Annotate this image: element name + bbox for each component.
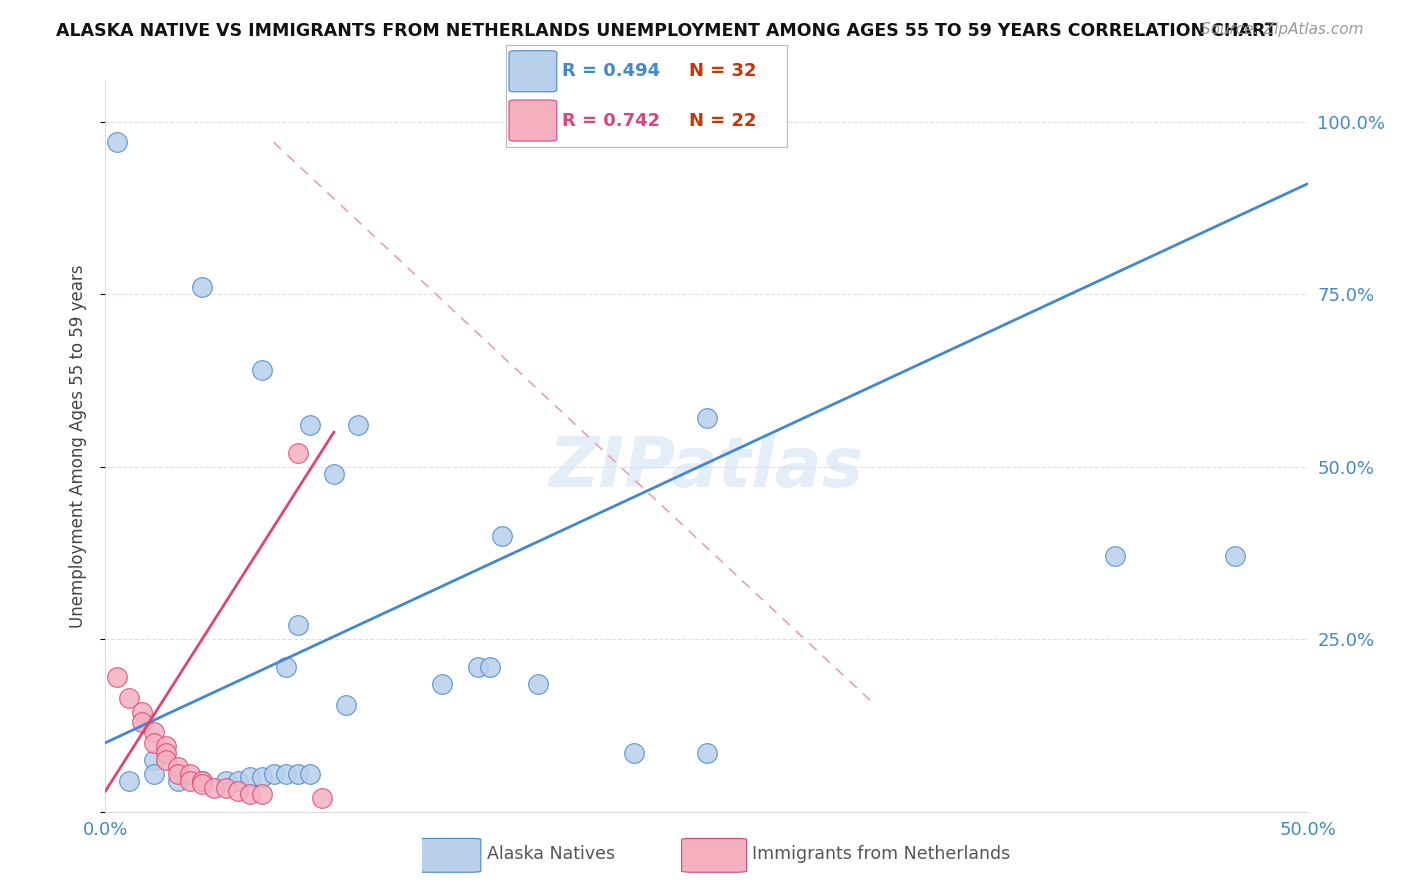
FancyBboxPatch shape [416, 838, 481, 872]
Point [190, 777, 212, 791]
Point [298, 418, 321, 433]
Point [202, 780, 225, 795]
Point [322, 467, 344, 481]
Point [263, 766, 285, 780]
Point [335, 698, 357, 712]
Point [226, 773, 249, 788]
FancyBboxPatch shape [682, 838, 747, 872]
Point [287, 618, 309, 632]
Point [1104, 549, 1126, 564]
Text: R = 0.742: R = 0.742 [562, 112, 661, 129]
Point [274, 660, 297, 674]
Point [214, 773, 236, 788]
Point [107, 136, 129, 150]
Point [623, 746, 645, 760]
Point [166, 760, 188, 774]
Point [131, 714, 153, 729]
Point [696, 746, 718, 760]
Text: Alaska Natives: Alaska Natives [486, 845, 614, 863]
Point [190, 773, 212, 788]
Point [467, 660, 489, 674]
Point [287, 766, 309, 780]
Text: Immigrants from Netherlands: Immigrants from Netherlands [752, 845, 1011, 863]
Point [274, 766, 297, 780]
Point [250, 770, 273, 784]
Point [155, 739, 177, 754]
Point [142, 736, 165, 750]
Text: N = 32: N = 32 [689, 62, 756, 80]
Point [226, 784, 249, 798]
Point [190, 773, 212, 788]
Point [479, 660, 502, 674]
Point [298, 766, 321, 780]
Point [1225, 549, 1247, 564]
Point [430, 677, 453, 691]
Text: ZIPatlas: ZIPatlas [548, 434, 865, 501]
Point [287, 446, 309, 460]
Point [155, 753, 177, 767]
Point [131, 705, 153, 719]
Text: N = 22: N = 22 [689, 112, 756, 129]
FancyBboxPatch shape [509, 51, 557, 92]
Point [250, 363, 273, 377]
Point [214, 780, 236, 795]
Point [155, 746, 177, 760]
Text: Source: ZipAtlas.com: Source: ZipAtlas.com [1201, 22, 1364, 37]
Point [347, 418, 370, 433]
Point [179, 773, 201, 788]
Point [250, 788, 273, 802]
Text: ALASKA NATIVE VS IMMIGRANTS FROM NETHERLANDS UNEMPLOYMENT AMONG AGES 55 TO 59 YE: ALASKA NATIVE VS IMMIGRANTS FROM NETHERL… [56, 22, 1277, 40]
Point [166, 773, 188, 788]
Point [107, 670, 129, 684]
Point [142, 725, 165, 739]
Text: R = 0.494: R = 0.494 [562, 62, 661, 80]
Point [491, 529, 513, 543]
Point [142, 753, 165, 767]
Point [239, 788, 262, 802]
Point [142, 766, 165, 780]
Point [166, 766, 188, 780]
Point [179, 766, 201, 780]
FancyBboxPatch shape [509, 100, 557, 141]
Point [527, 677, 550, 691]
Y-axis label: Unemployment Among Ages 55 to 59 years: Unemployment Among Ages 55 to 59 years [69, 264, 87, 628]
Point [239, 770, 262, 784]
Point [118, 773, 141, 788]
Point [190, 280, 212, 294]
Point [696, 411, 718, 425]
Point [118, 690, 141, 705]
Point [311, 791, 333, 805]
